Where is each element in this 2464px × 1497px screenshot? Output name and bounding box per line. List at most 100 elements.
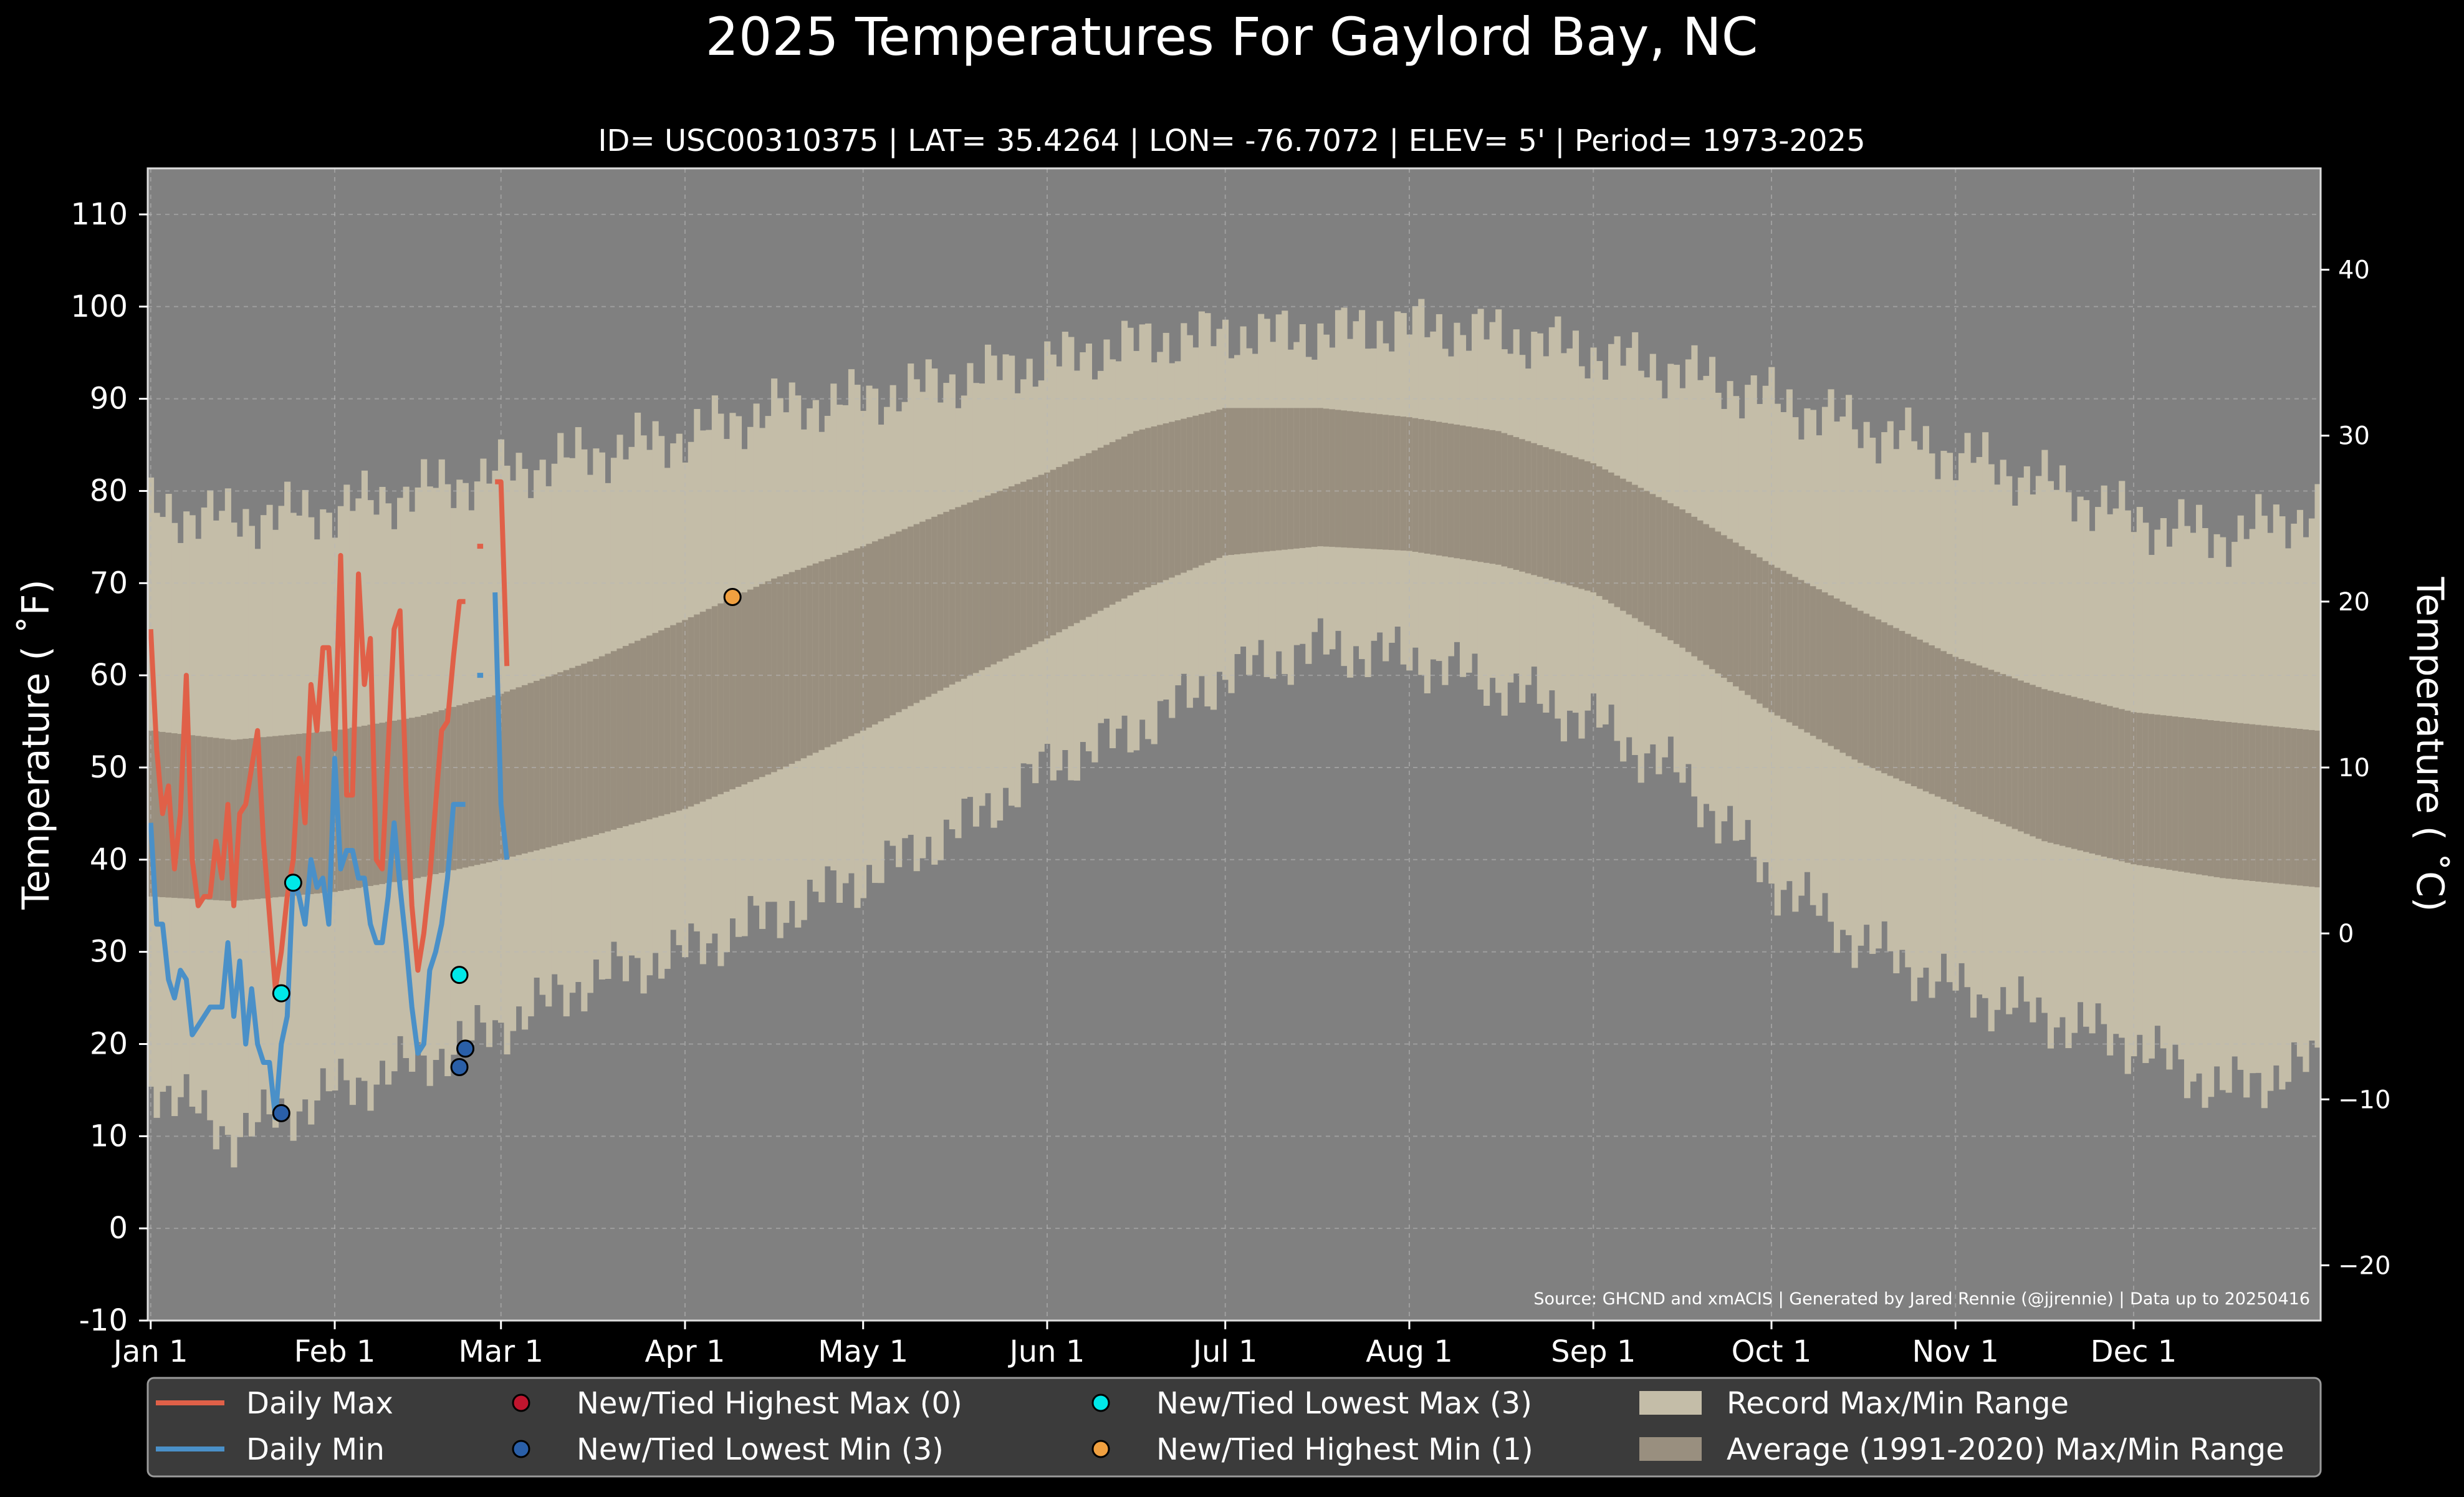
average-range-bar: [1578, 459, 1585, 589]
average-range-bar: [884, 536, 891, 719]
average-range-bar: [1685, 513, 1692, 652]
average-range-bar: [1436, 421, 1442, 556]
average-range-bar: [2220, 721, 2227, 878]
average-range-bar: [1709, 527, 1716, 670]
average-range-bar: [1275, 408, 1282, 551]
average-range-bar: [824, 559, 831, 748]
average-range-bar: [967, 502, 974, 676]
average-range-bar: [1359, 412, 1366, 549]
average-range-bar: [670, 625, 677, 813]
average-range-bar: [664, 627, 671, 814]
average-range-bar: [1656, 497, 1662, 633]
average-range-bar: [1210, 411, 1217, 561]
average-range-bar: [2213, 721, 2220, 877]
average-range-bar: [1329, 409, 1336, 547]
average-range-bar: [2023, 682, 2030, 834]
average-range-bar: [1548, 449, 1555, 580]
average-range-bar: [2273, 726, 2279, 883]
average-range-bar: [771, 578, 778, 773]
average-range-bar: [2296, 729, 2304, 886]
average-range-bar: [474, 700, 481, 865]
y-tick-label: 20: [90, 1026, 128, 1061]
average-range-bar: [1804, 583, 1811, 733]
average-range-bar: [563, 670, 570, 843]
y-right-tick-label: 0: [2338, 920, 2354, 948]
average-range-bar: [2142, 713, 2149, 867]
average-range-bar: [2279, 727, 2286, 884]
x-tick-label: Nov 1: [1912, 1334, 1998, 1369]
average-range-bar: [830, 557, 837, 744]
average-range-bar: [1311, 408, 1318, 547]
average-range-bar: [2035, 686, 2042, 839]
average-range-bar: [931, 516, 938, 694]
average-range-bar: [1762, 561, 1769, 708]
average-range-bar: [1305, 408, 1312, 547]
record-marker-new-tied-lowest-max: [284, 874, 302, 892]
average-range-bar: [1323, 408, 1330, 547]
average-range-bar: [213, 738, 219, 900]
average-range-bar: [1263, 408, 1270, 552]
average-range-bar: [1038, 474, 1045, 642]
average-range-bar: [622, 645, 630, 827]
average-range-bar: [1768, 564, 1775, 713]
average-range-bar: [795, 570, 802, 761]
average-range-bar: [2267, 726, 2274, 883]
average-range-bar: [706, 609, 712, 799]
average-range-bar: [1738, 546, 1745, 691]
average-range-bar: [990, 493, 997, 665]
record-markers: [272, 587, 742, 1122]
y-axis-left: -10 0 10 20 30 40 50 60 70 80 90 100 110: [70, 197, 148, 1338]
average-range-bar: [444, 708, 451, 872]
average-range-bar: [919, 521, 926, 700]
y-tick-label: 60: [90, 658, 128, 693]
average-range-bar: [1258, 408, 1265, 552]
average-range-bar: [201, 736, 208, 900]
average-range-bar: [2059, 693, 2066, 846]
record-marker-new-tied-lowest-min: [456, 1039, 475, 1058]
average-range-bar: [480, 698, 487, 864]
average-range-bar: [1287, 408, 1294, 549]
average-range-bar: [783, 574, 790, 767]
average-range-bar: [1270, 408, 1277, 551]
average-range-bar: [1721, 535, 1728, 678]
average-range-bar: [1471, 427, 1479, 561]
average-range-bar: [231, 739, 237, 902]
average-range-bar: [1353, 412, 1359, 549]
average-range-bar: [379, 723, 386, 884]
average-range-bar: [984, 495, 992, 668]
average-range-bar: [2195, 719, 2203, 875]
x-tick-label: Apr 1: [645, 1334, 726, 1369]
average-range-bar: [1922, 642, 1929, 792]
average-range-bar: [1139, 429, 1146, 590]
average-range-bar: [1958, 659, 1965, 807]
average-range-bar: [1032, 477, 1039, 645]
average-range-bar: [468, 701, 475, 867]
average-range-bar: [367, 724, 374, 887]
average-range-bar: [593, 658, 600, 835]
average-range-bar: [1080, 456, 1086, 620]
range-bands: [148, 299, 2321, 1168]
average-range-bar: [397, 720, 404, 882]
average-range-bar: [2303, 729, 2309, 887]
average-range-bar: [284, 734, 291, 897]
average-range-bar: [1181, 418, 1187, 573]
average-range-bar: [1477, 428, 1484, 562]
average-range-bar: [1317, 408, 1324, 547]
record-marker-new-tied-highest-min: [723, 587, 742, 606]
average-range-bar: [889, 534, 896, 716]
average-range-bar: [1798, 580, 1805, 729]
average-range-bar: [1346, 411, 1354, 548]
x-tick-label: Jan 1: [112, 1334, 188, 1369]
average-range-bar: [1649, 494, 1656, 630]
legend-marker-highest-max: [512, 1394, 530, 1412]
average-range-bar: [1222, 408, 1229, 556]
average-range-bar: [836, 554, 843, 742]
average-range-bar: [765, 581, 772, 775]
average-range-bar: [165, 732, 172, 898]
record-marker-new-tied-lowest-max: [450, 966, 469, 984]
legend-label-record-range: Record Max/Min Range: [1727, 1386, 2069, 1421]
average-range-bar: [486, 696, 493, 863]
legend-label-average-range: Average (1991-2020) Max/Min Range: [1727, 1432, 2284, 1467]
average-range-bar: [1703, 524, 1710, 665]
